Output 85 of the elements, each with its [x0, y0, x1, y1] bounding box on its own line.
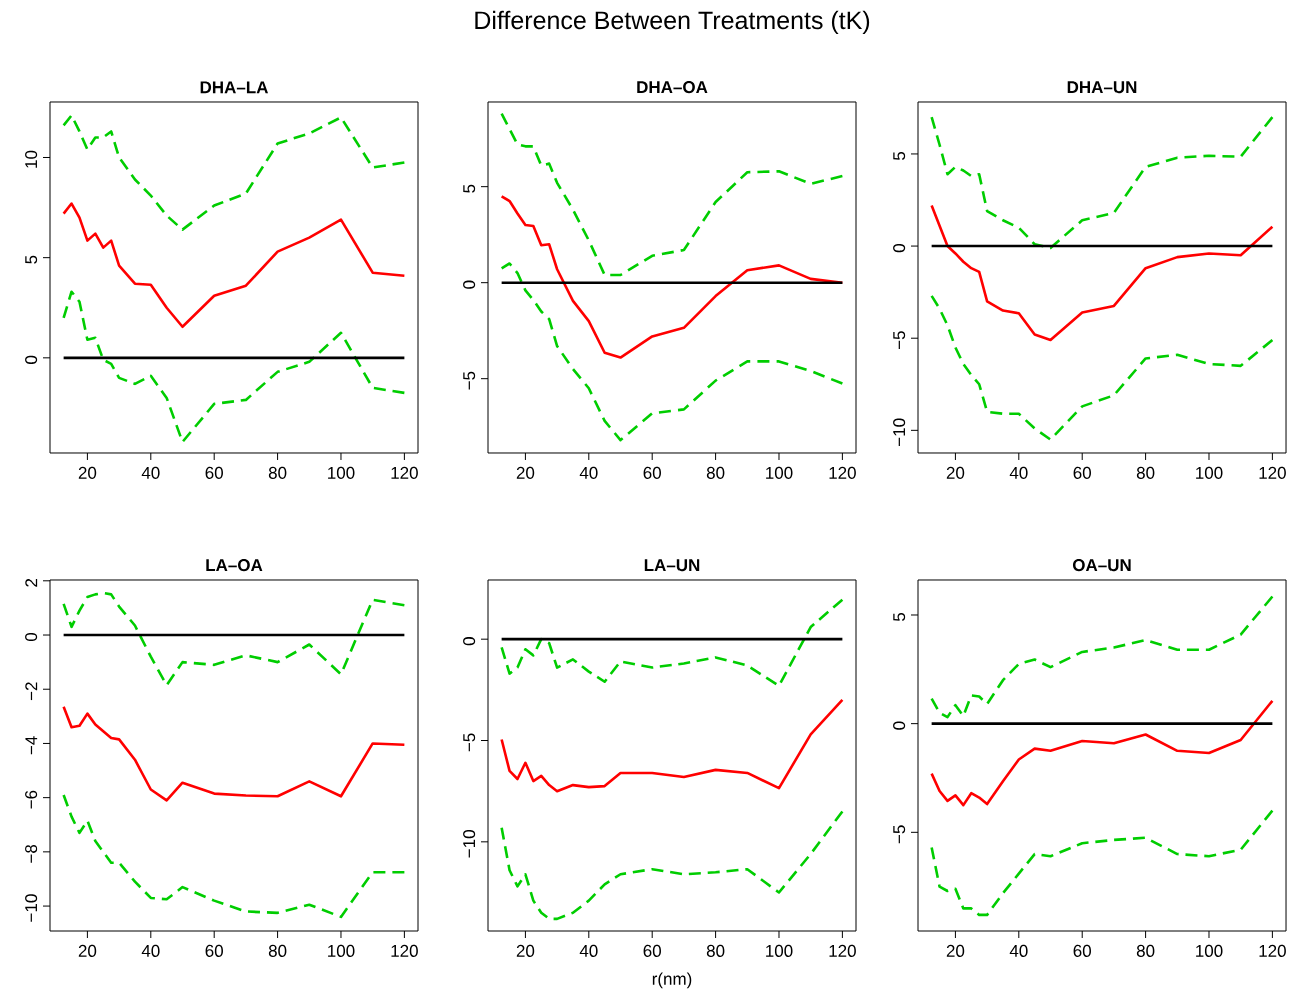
chart-title: LA–OA	[206, 559, 263, 572]
y-tick-label: 0	[463, 637, 476, 646]
y-tick-label: −10	[893, 418, 906, 446]
y-tick-label: 0	[25, 632, 38, 642]
y-tick-label: 5	[893, 612, 906, 622]
line-series	[62, 290, 406, 444]
y-tick-label: −4	[25, 736, 38, 755]
x-tick-label: 40	[1009, 466, 1028, 479]
text: Difference Between Treatments (tK)	[475, 10, 870, 35]
y-tick-label: 0	[463, 280, 476, 289]
line-series	[62, 793, 406, 919]
y-tick-label: −8	[25, 844, 38, 863]
chart-title: DHA–UN	[1067, 81, 1137, 94]
x-tick-label: 100	[1196, 466, 1223, 479]
x-tick-label: 40	[579, 944, 598, 957]
x-tick-label: 120	[1259, 466, 1286, 479]
x-tick-label: 120	[829, 466, 856, 479]
y-tick-label: −5	[893, 331, 906, 350]
x-tick-label: 40	[579, 466, 598, 479]
chart-title: DHA–OA	[637, 81, 708, 94]
x-tick-label: 100	[766, 466, 793, 479]
y-tick-label: −6	[25, 790, 38, 809]
y-tick-label: 10	[25, 150, 38, 168]
x-axis-title: r(nm)	[652, 972, 692, 989]
y-tick-label: 5	[893, 151, 906, 160]
line-series	[930, 595, 1274, 719]
x-tick-label: 80	[1136, 466, 1155, 479]
line-series	[500, 112, 844, 277]
line-series	[62, 705, 406, 802]
x-tick-label: 20	[946, 944, 965, 957]
line-series	[500, 810, 844, 921]
x-tick-label: 100	[1196, 944, 1223, 957]
y-tick-label: −5	[463, 733, 476, 752]
chart-title: OA–UN	[1072, 559, 1131, 572]
x-tick-label: 60	[643, 944, 661, 957]
x-tick-label: 60	[205, 944, 223, 957]
chart-title: DHA–LA	[200, 81, 269, 94]
x-tick-label: 60	[1073, 944, 1091, 957]
x-tick-label: 40	[141, 944, 160, 957]
x-tick-label: 120	[829, 944, 856, 957]
x-tick-label: 100	[766, 944, 793, 957]
x-tick-label: 20	[946, 466, 965, 479]
x-tick-label: 20	[516, 466, 535, 479]
x-tick-label: 60	[1073, 466, 1091, 479]
x-tick-label: 80	[706, 944, 725, 957]
y-tick-label: −10	[463, 830, 476, 858]
y-tick-label: 2	[25, 578, 38, 587]
line-series	[500, 698, 844, 793]
x-tick-label: 60	[205, 466, 223, 479]
x-tick-label: 100	[328, 944, 355, 957]
y-tick-label: −10	[25, 894, 38, 922]
line-series	[500, 598, 844, 688]
x-tick-label: 80	[706, 466, 725, 479]
x-tick-label: 40	[141, 466, 160, 479]
y-tick-label: 5	[463, 184, 476, 193]
x-tick-label: 20	[78, 466, 97, 479]
y-tick-label: 0	[25, 355, 38, 364]
line-series	[930, 294, 1274, 441]
line-series	[62, 202, 406, 329]
y-tick-label: 5	[25, 255, 38, 264]
chart-title: LA–UN	[644, 559, 700, 572]
line-series	[930, 115, 1274, 250]
y-tick-label: −2	[25, 682, 38, 701]
x-tick-label: 80	[1136, 944, 1155, 957]
line-series	[500, 194, 844, 359]
line-series	[500, 262, 844, 442]
line-series	[62, 114, 406, 231]
x-tick-label: 20	[78, 944, 97, 957]
line-series	[930, 699, 1274, 807]
x-tick-label: 100	[328, 466, 355, 479]
x-tick-label: 40	[1009, 944, 1028, 957]
y-tick-label: −5	[893, 825, 906, 844]
line-series	[930, 809, 1274, 917]
y-tick-label: 0	[893, 721, 906, 730]
x-tick-label: 80	[268, 944, 287, 957]
line-series	[62, 591, 406, 687]
x-tick-label: 120	[391, 466, 418, 479]
y-tick-label: 0	[893, 244, 906, 253]
x-tick-label: 120	[1259, 944, 1286, 957]
x-tick-label: 60	[643, 466, 661, 479]
y-tick-label: −5	[463, 371, 476, 390]
x-tick-label: 80	[268, 466, 287, 479]
x-tick-label: 20	[516, 944, 535, 957]
line-series	[930, 204, 1274, 342]
x-tick-label: 120	[391, 944, 418, 957]
